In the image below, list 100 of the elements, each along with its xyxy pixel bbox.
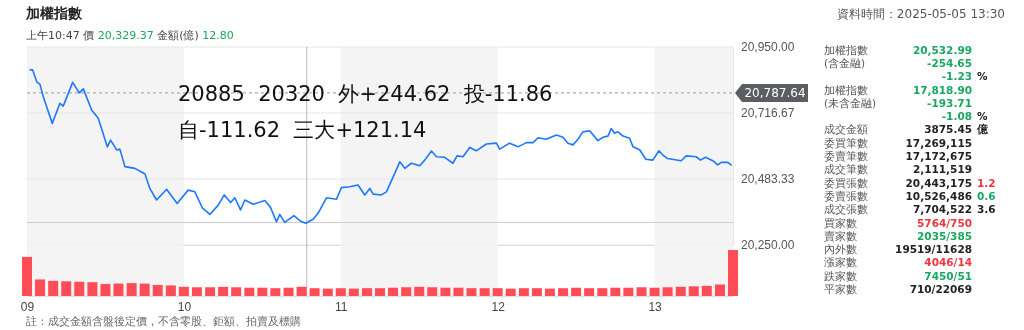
x-tick-label: 09 <box>20 299 35 314</box>
text: 5764/750 <box>917 216 972 229</box>
bar <box>675 286 686 296</box>
text: (未含金融) <box>824 96 877 109</box>
bar <box>571 287 582 296</box>
text: 億 <box>976 123 989 136</box>
text: 17,818.90 <box>912 83 972 96</box>
bar <box>453 287 464 296</box>
text: 3.6 <box>977 203 996 216</box>
text: 4046/14 <box>924 256 972 269</box>
text: 註：成交金額含盤後定價，不含零股、鉅額、拍賣及標購 <box>26 315 301 328</box>
bar <box>401 287 412 296</box>
bar <box>479 288 490 296</box>
text: 7450/51 <box>924 269 972 282</box>
text: 1.2 <box>977 176 996 189</box>
text: -1.23 <box>941 70 972 83</box>
bar <box>584 288 595 296</box>
bar <box>558 288 569 296</box>
text: 3875.45 <box>924 123 972 136</box>
text: (含金融) <box>824 56 866 69</box>
bar <box>427 287 438 296</box>
text: 成交金額 <box>824 123 868 136</box>
bar <box>309 288 320 296</box>
bar <box>544 288 555 296</box>
bar <box>205 287 216 296</box>
y-tick-label: 20,716.67 <box>741 106 795 121</box>
text: 委買張數 <box>824 176 868 189</box>
bar <box>623 287 634 296</box>
bar <box>466 288 477 296</box>
bar <box>662 287 673 296</box>
bar <box>257 287 268 296</box>
chart-subtitle: 上午10:47 價 20,329.37 金額(億) 12.80 <box>26 29 234 42</box>
bar <box>139 283 150 296</box>
bar <box>270 288 281 296</box>
text: 20,532.99 <box>912 43 972 56</box>
bar <box>649 287 660 296</box>
text: 17,172,675 <box>905 150 972 163</box>
bar <box>322 288 333 296</box>
bar <box>178 286 189 296</box>
bar <box>688 286 699 296</box>
bar <box>414 286 425 296</box>
bar <box>100 284 111 296</box>
text: -254.65 <box>927 56 972 69</box>
text: 跌家數 <box>824 269 857 282</box>
bar <box>191 287 202 296</box>
bar <box>165 285 176 296</box>
bar <box>152 284 163 296</box>
y-tick-label: 20,483.33 <box>741 172 795 187</box>
text: 2,111,519 <box>912 163 972 176</box>
text: 買家數 <box>824 216 857 229</box>
text: 漲家數 <box>824 256 857 269</box>
bar <box>74 281 85 296</box>
bar <box>610 287 621 296</box>
text: 710/22069 <box>909 283 972 296</box>
text: 成交筆數 <box>824 163 868 176</box>
bar <box>597 288 608 296</box>
text: 0.6 <box>977 189 996 202</box>
text: 委賣筆數 <box>824 150 868 163</box>
text: 委買筆數 <box>824 136 868 149</box>
bar <box>296 286 307 296</box>
bar <box>61 281 72 296</box>
bar <box>113 283 124 296</box>
text: -1.08 <box>941 110 972 123</box>
text: 成交張數 <box>824 203 868 216</box>
bar <box>283 287 294 296</box>
text: 賣家數 <box>824 229 857 242</box>
bar <box>218 286 229 296</box>
y-tick-label: 20,250.00 <box>741 238 795 253</box>
x-tick-label: 11 <box>335 299 348 314</box>
bar <box>231 287 242 296</box>
line-series <box>29 69 732 225</box>
text: % <box>977 70 988 83</box>
bar <box>505 288 516 296</box>
annotation: 20885 20320 外+244.62 投-11.86 <box>178 82 553 106</box>
text: 10,526,486 <box>905 189 972 202</box>
text: 委賣張數 <box>824 189 868 202</box>
bar <box>492 288 503 296</box>
bar <box>22 256 32 296</box>
bar <box>714 284 725 296</box>
text: 內外數 <box>824 243 857 256</box>
bar <box>244 287 255 296</box>
text: 資料時間：2025-05-05 13:30 <box>836 7 1005 21</box>
bar <box>48 280 59 296</box>
text: 平家數 <box>824 283 857 296</box>
x-tick-label: 10 <box>177 299 192 314</box>
text: 17,269,115 <box>905 136 972 149</box>
y-tick-label: 20,950.00 <box>741 40 795 55</box>
text: % <box>977 110 988 123</box>
text: -193.71 <box>927 96 972 109</box>
annotation: 自-111.62 三大+121.14 <box>178 118 427 142</box>
chart-title: 加權指數 <box>25 5 83 21</box>
bar <box>335 288 346 296</box>
text: 20,443,175 <box>905 176 972 189</box>
text: 19519/11628 <box>895 243 972 256</box>
ref-line-label: 20,787.64 <box>744 86 806 101</box>
bar <box>531 288 542 296</box>
text: 加權指數 <box>824 43 868 56</box>
bar <box>348 288 359 296</box>
bar <box>35 279 46 296</box>
bar <box>636 287 647 296</box>
